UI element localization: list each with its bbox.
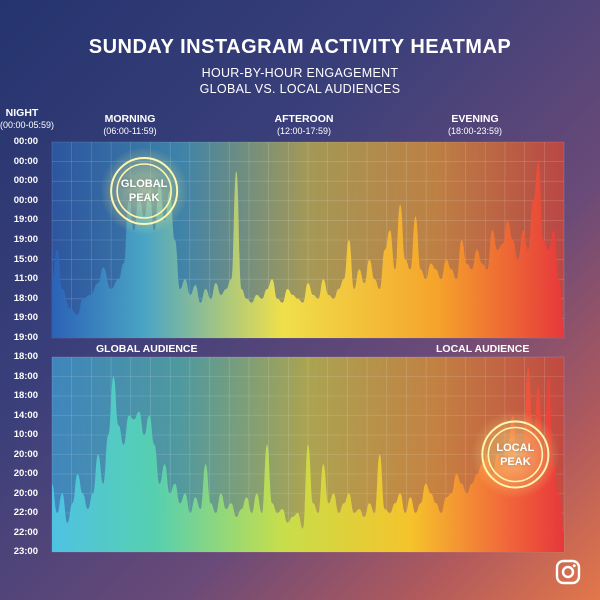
y-tick-label: 00:00 [13,194,38,206]
peak-label-line: PEAK [128,192,160,204]
y-tick-label: 22:00 [13,526,38,538]
y-tick-label: 20:00 [13,468,38,479]
y-tick-label: 00:00 [13,175,38,187]
period-range-evening: (18:00-23:59) [447,126,503,136]
y-tick-label: 22:00 [13,507,38,518]
local-peak-marker [471,410,560,499]
y-tick-label: 15:00 [13,253,38,265]
y-tick-label: 20:00 [13,487,38,499]
y-tick-label: 18:00 [13,390,38,401]
period-range-night: (00:00-05:59) [0,120,55,130]
global-peak-marker [100,147,189,235]
peak-label-line: PEAK [500,455,531,468]
local-peak-label: LOCAL PEAK [480,441,550,469]
y-tick-label: 23:00 [13,546,38,557]
engagement-area-top [52,161,564,338]
y-tick-label: 19:00 [13,234,38,245]
peak-label-line: GLOBAL [120,178,168,190]
y-tick-label: 10:00 [13,429,38,440]
local-audience-label: LOCAL AUDIENCE [436,343,530,355]
y-tick-label: 20:00 [13,448,38,460]
y-tick-label: 18:00 [13,370,38,382]
y-tick-label: 00:00 [13,136,38,147]
y-tick-label: 19:00 [13,312,38,324]
chart-subtitle-line1: HOUR-BY-HOUR ENGAGEMENT [201,66,399,80]
y-tick-label: 19:00 [13,332,38,343]
chart-title: SUNDAY INSTAGRAM ACTIVITY HEATMAP [88,36,512,58]
global-audience-label: GLOBAL AUDIENCE [96,343,198,355]
engagement-area-bottom [52,366,564,552]
y-tick-label: 11:00 [14,273,38,285]
period-name-afternoon: AFTEROON [274,113,334,125]
y-tick-label: 19:00 [13,214,38,226]
y-tick-label: 14:00 [13,409,38,421]
instagram-icon [555,559,581,585]
y-tick-label: 18:00 [13,351,38,362]
global-peak-label: GLOBAL PEAK [109,177,179,205]
period-range-afternoon: (12:00-17:59) [276,126,332,136]
chart-subtitle-line2: GLOBAL VS. LOCAL AUDIENCES [199,82,401,96]
y-tick-label: 00:00 [13,155,38,167]
period-name-evening: EVENING [451,113,499,125]
peak-label-line: LOCAL [496,441,535,454]
period-name-morning: MORNING [104,113,156,125]
period-range-morning: (06:00-11:59) [103,126,157,136]
period-name-night: NIGHT [5,107,39,119]
y-tick-label: 18:00 [13,292,38,304]
